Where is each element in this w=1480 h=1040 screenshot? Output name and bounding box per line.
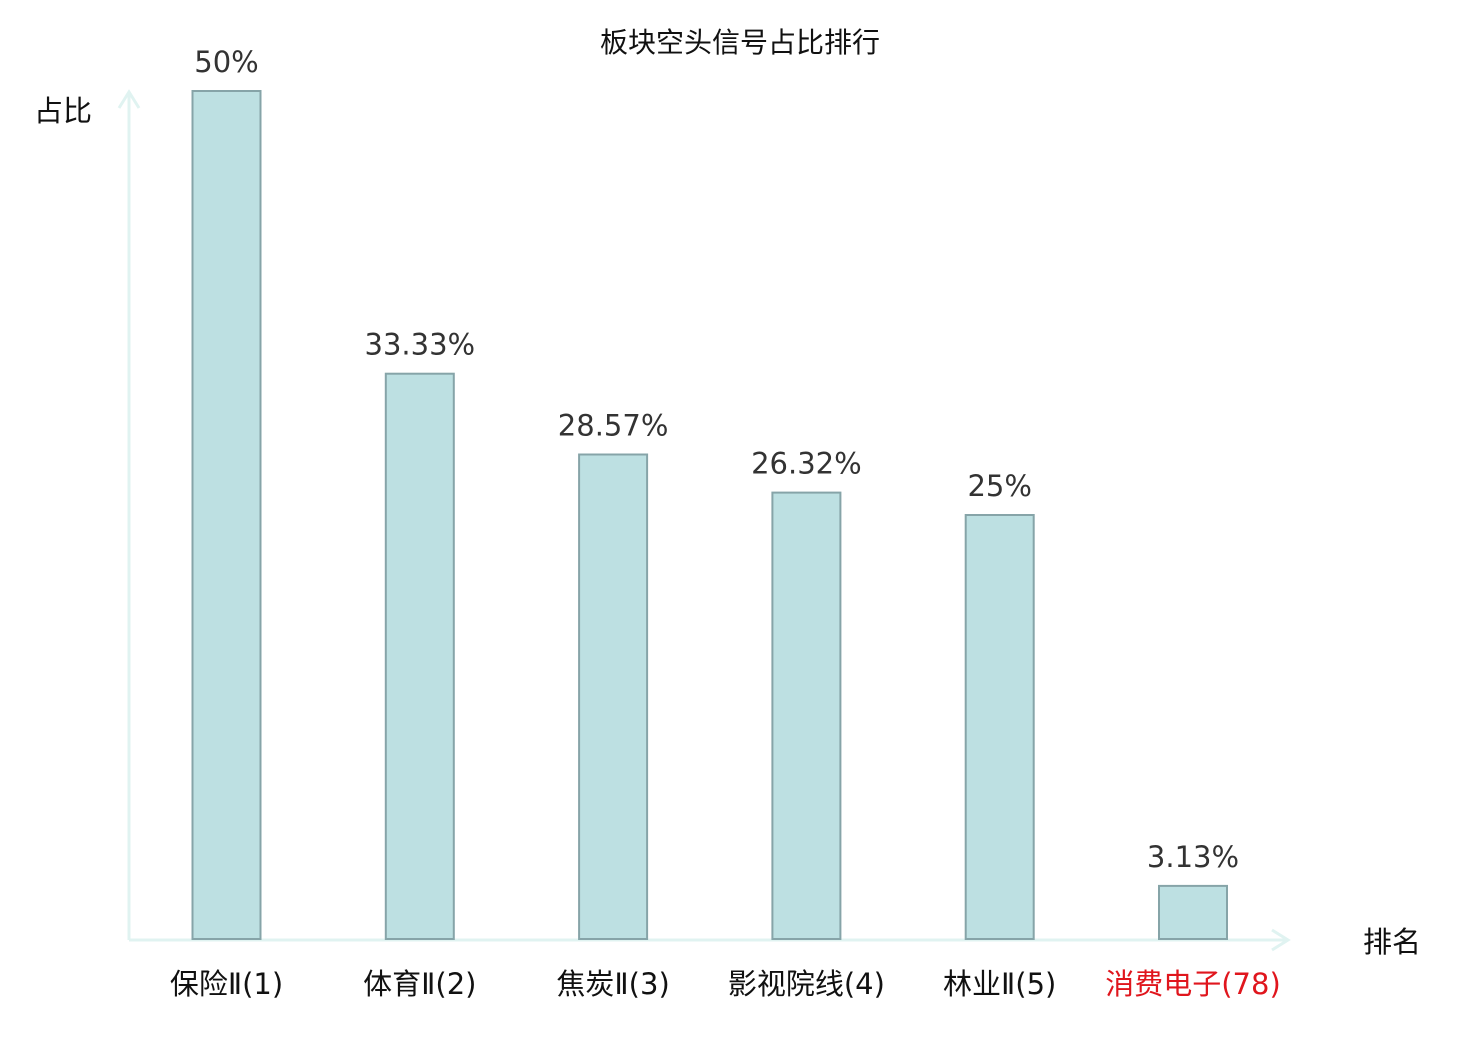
axes	[117, 89, 1291, 952]
bar-value-label: 3.13%	[1147, 840, 1239, 874]
bar	[191, 90, 262, 940]
y-axis-arrow	[117, 89, 141, 109]
x-tick-label: 保险Ⅱ(1)	[170, 967, 283, 1001]
x-axis-label: 排名	[1363, 925, 1421, 959]
bar-value-label: 28.57%	[558, 409, 669, 443]
x-tick-label: 焦炭Ⅱ(3)	[556, 967, 669, 1001]
value-labels-group: 50% 33.33% 28.57% 26.32% 25% 3.13%	[194, 45, 1239, 874]
bar	[384, 372, 455, 940]
x-tick-label: 影视院线(4)	[728, 967, 885, 1001]
y-axis-label: 占比	[34, 94, 92, 128]
category-labels-group: 保险Ⅱ(1) 体育Ⅱ(2) 焦炭Ⅱ(3) 影视院线(4) 林业Ⅱ(5) 消费电子(78)	[170, 967, 1281, 1001]
bar-value-label: 25%	[967, 469, 1031, 503]
bar	[771, 491, 842, 940]
x-tick-label: 林业Ⅱ(5)	[943, 967, 1056, 1001]
bar-value-label: 33.33%	[365, 328, 476, 362]
bar	[964, 514, 1035, 940]
bar-value-label: 50%	[194, 45, 258, 79]
x-tick-label: 体育Ⅱ(2)	[363, 967, 476, 1001]
x-tick-label: 消费电子(78)	[1105, 967, 1281, 1001]
x-axis-arrow	[1271, 928, 1291, 952]
bar-value-label: 26.32%	[751, 447, 862, 481]
bars-group	[191, 90, 1228, 941]
bar	[1158, 884, 1228, 941]
chart-title: 板块空头信号占比排行	[600, 26, 880, 59]
bar	[578, 453, 649, 940]
